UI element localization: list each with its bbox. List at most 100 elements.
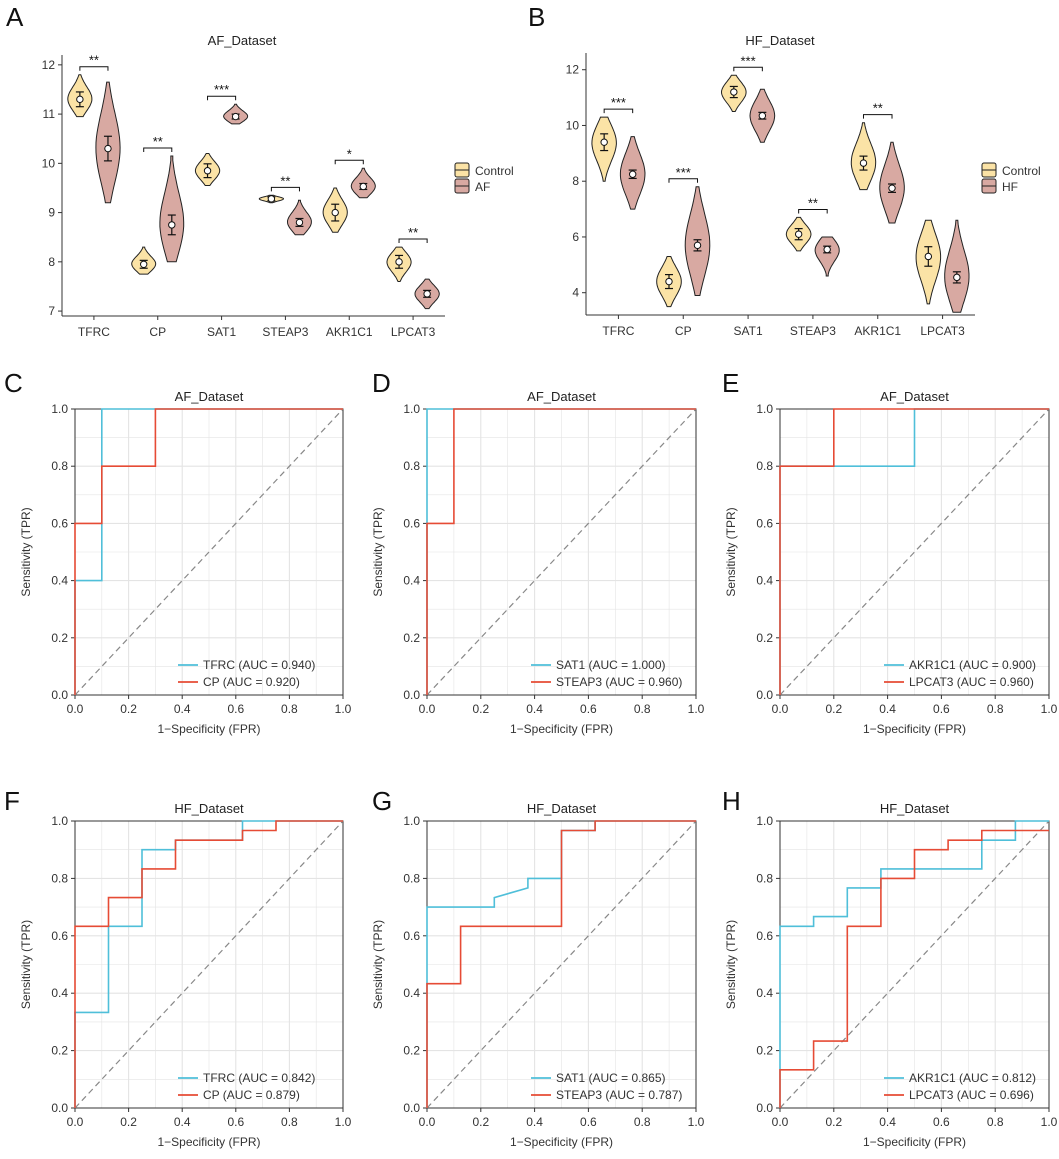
x-tick-label: 0.2 — [825, 1115, 842, 1129]
significance-bracket — [270, 186, 300, 192]
violin-af-steap3 — [286, 199, 312, 236]
chance-diagonal — [74, 408, 344, 696]
y-tick-label: 0.2 — [756, 1044, 773, 1058]
y-tick-label: 0.4 — [51, 574, 68, 588]
x-tick-label: 0.0 — [419, 1115, 436, 1129]
mean-point — [665, 277, 673, 286]
significance-bracket — [668, 178, 699, 183]
y-tick-label: 0.2 — [403, 1044, 420, 1058]
y-tick-label: 1.0 — [51, 402, 68, 416]
significance-bracket — [398, 238, 428, 244]
panel-title: AF_Dataset — [208, 33, 277, 48]
legend-label: CP (AUC = 0.879) — [203, 1088, 300, 1102]
x-tick-label: TFRC — [78, 325, 110, 339]
significance-bracket — [79, 66, 109, 71]
violin-panel-a: AAF_Dataset789101112TFRC**CP**SAT1***STE… — [6, 2, 514, 339]
y-tick-label: 1.0 — [403, 402, 420, 416]
chance-diagonal — [426, 820, 697, 1109]
y-tick-label: 0.2 — [51, 631, 68, 645]
y-axis-label: Sensitivity (TPR) — [19, 507, 33, 596]
x-tick-label: 1.0 — [688, 1115, 705, 1129]
x-tick-label: 0.8 — [281, 702, 298, 716]
y-tick-label: 4 — [572, 286, 579, 300]
x-tick-label: 0.2 — [120, 702, 137, 716]
x-tick-label: 0.0 — [772, 1115, 789, 1129]
legend-label: TFRC (AUC = 0.940) — [203, 658, 315, 672]
y-tick-label: 0.2 — [403, 631, 420, 645]
x-tick-label: 0.4 — [174, 702, 191, 716]
mean-point — [331, 208, 339, 217]
panel-letter: C — [4, 368, 23, 398]
x-tick-label: 0.6 — [933, 702, 950, 716]
y-tick-label: 0.2 — [51, 1044, 68, 1058]
mean-point — [267, 195, 276, 203]
roc-panel-f: F HF_Dataset 0.00.0 0.2 0.2 0.4 0.4 0.6 0.6 0.8 0.… — [4, 786, 352, 1149]
x-tick-label: 0.8 — [987, 702, 1004, 716]
x-tick-label: 0.6 — [933, 1115, 950, 1129]
legend-label: AKR1C1 (AUC = 0.812) — [909, 1071, 1036, 1085]
mean-point — [730, 88, 738, 96]
y-tick-label: 0.4 — [403, 574, 420, 588]
mean-point — [231, 112, 240, 121]
y-tick-label: 1.0 — [756, 402, 773, 416]
mean-point — [859, 159, 868, 167]
violin-af-cp — [159, 155, 185, 263]
mean-point — [823, 245, 831, 254]
roc-panel-g: G HF_Dataset 0.00.0 0.2 0.2 0.4 0.4 0.6 0.6 0.8 0.… — [371, 786, 705, 1149]
y-tick-label: 6 — [572, 230, 579, 244]
panel-letter: H — [722, 786, 741, 816]
significance-label: *** — [214, 82, 229, 97]
y-tick-label: 0.2 — [756, 631, 773, 645]
x-tick-label: 1.0 — [1041, 1115, 1058, 1129]
x-tick-label: STEAP3 — [262, 325, 308, 339]
x-tick-label: 0.8 — [987, 1115, 1004, 1129]
x-tick-label: 0.0 — [419, 702, 436, 716]
y-axis-label: Sensitivity (TPR) — [371, 507, 385, 596]
y-tick-label: 1.0 — [51, 814, 68, 828]
y-tick-label: 0.4 — [51, 986, 68, 1000]
roc-curve-steap3 — [426, 820, 696, 1108]
y-tick-label: 0.6 — [756, 929, 773, 943]
chance-diagonal — [426, 408, 697, 696]
mean-point — [295, 218, 304, 227]
y-tick-label: 0.0 — [756, 1101, 773, 1115]
mean-point — [924, 252, 933, 261]
x-tick-label: 0.6 — [227, 702, 244, 716]
x-tick-label: LPCAT3 — [920, 324, 965, 338]
mean-point — [395, 258, 403, 266]
y-axis-label: Sensitivity (TPR) — [724, 920, 738, 1009]
y-tick-label: 0.6 — [51, 929, 68, 943]
x-tick-label: SAT1 — [207, 325, 236, 339]
y-tick-label: 0.6 — [756, 516, 773, 530]
y-tick-label: 1.0 — [756, 814, 773, 828]
mean-point — [628, 170, 637, 178]
roc-panel-d: D AF_Dataset 0.00.0 0.2 0.2 0.4 0.4 0.6 0.6 0.8 0.… — [371, 368, 705, 736]
roc-curve-tfrc — [74, 820, 343, 1108]
x-axis-label: 1−Specificity (FPR) — [157, 722, 260, 736]
panel-letter: D — [372, 368, 391, 398]
significance-bracket — [603, 108, 634, 114]
legend-label: HF — [1002, 180, 1018, 194]
x-tick-label: AKR1C1 — [854, 324, 901, 338]
legend-label: CP (AUC = 0.920) — [203, 675, 300, 689]
x-tick-label: 0.4 — [526, 702, 543, 716]
violin-hf-steap3 — [814, 236, 840, 277]
significance-bracket — [862, 114, 893, 119]
y-axis-label: Sensitivity (TPR) — [724, 507, 738, 596]
x-tick-label: 0.4 — [879, 702, 896, 716]
x-tick-label: CP — [675, 324, 692, 338]
violin-hf-lpcat3 — [944, 219, 970, 313]
x-tick-label: SAT1 — [734, 324, 763, 338]
significance-label: ** — [408, 225, 418, 240]
x-tick-label: 0.6 — [580, 702, 597, 716]
panel-letter: E — [722, 368, 739, 398]
legend-label: STEAP3 (AUC = 0.960) — [556, 675, 682, 689]
roc-curve-steap3 — [426, 408, 696, 695]
x-tick-label: TFRC — [602, 324, 634, 338]
x-tick-label: 0.0 — [67, 702, 84, 716]
roc-panel-e: E AF_Dataset 0.00.0 0.2 0.2 0.4 0.4 0.6 0.6 0.8 0.… — [722, 368, 1058, 736]
significance-bracket — [207, 95, 237, 101]
y-tick-label: 8 — [572, 174, 579, 188]
panel-title: AF_Dataset — [527, 389, 596, 404]
y-tick-label: 10 — [566, 118, 580, 132]
